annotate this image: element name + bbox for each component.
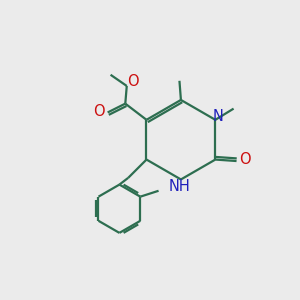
Text: O: O <box>239 152 250 167</box>
Text: O: O <box>128 74 139 89</box>
Text: NH: NH <box>169 179 190 194</box>
Text: N: N <box>213 110 224 124</box>
Text: O: O <box>94 104 105 119</box>
